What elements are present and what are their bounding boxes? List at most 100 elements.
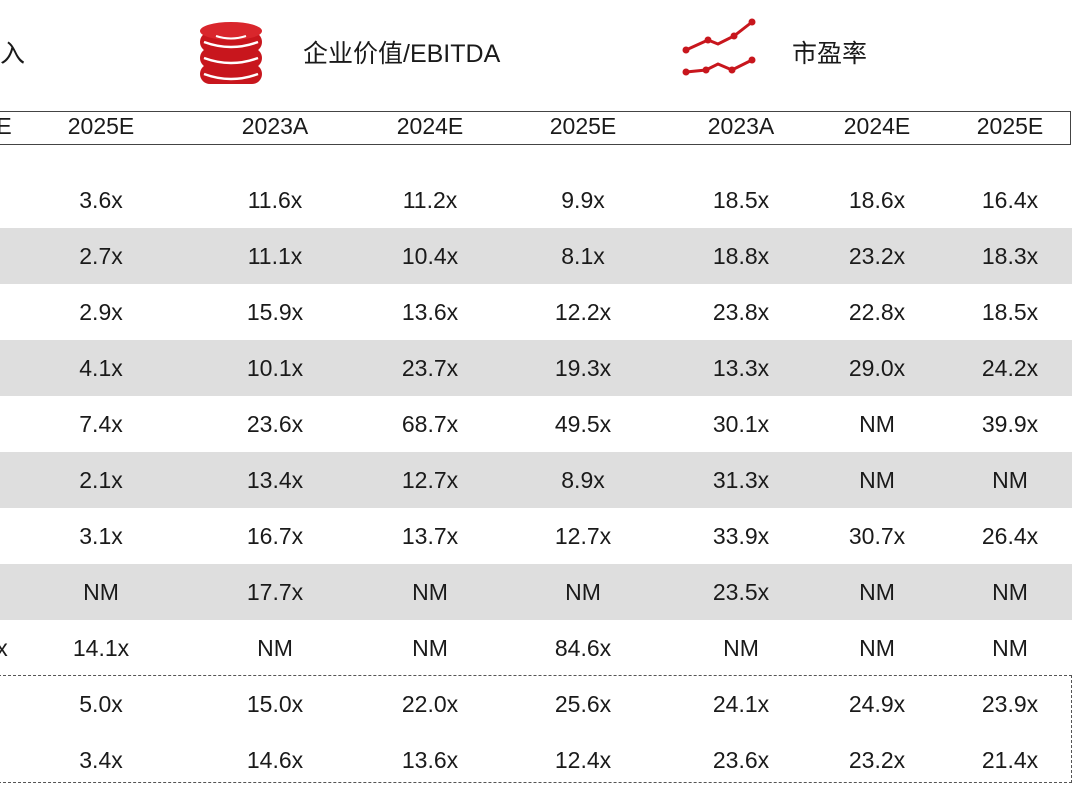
year-header: 2023A: [707, 113, 775, 139]
table-cell: NM: [859, 635, 895, 661]
table-cell: 18.5x: [712, 187, 770, 213]
table-cell: 18.3x: [981, 243, 1039, 269]
table-cell: NM: [565, 579, 601, 605]
table-cell: 9.9x: [561, 187, 605, 213]
table-cell: 13.6x: [401, 299, 459, 325]
table-cell: 12.2x: [554, 299, 612, 325]
table-row: 7.4x 23.6x 68.7x 49.5x 30.1x NM 39.9x: [0, 396, 1072, 452]
table-cell: NM: [992, 467, 1028, 493]
pe-label: 市盈率: [792, 40, 868, 68]
table-cell: 15.0x: [246, 691, 304, 717]
table-cell: 19.3x: [554, 355, 612, 381]
table-cell: 15.9x: [246, 299, 304, 325]
table-cell: 2.7x: [79, 243, 123, 269]
table-cell: 2.1x: [79, 467, 123, 493]
table-row: 2.1x 13.4x 12.7x 8.9x 31.3x NM NM: [0, 452, 1072, 508]
table-cell: 2.9x: [79, 299, 123, 325]
table-cell: 26.4x: [981, 523, 1039, 549]
table-cell: 49.5x: [554, 411, 612, 437]
table-cell: 5.0x: [79, 691, 123, 717]
table-cell: 22.8x: [848, 299, 906, 325]
line-chart-icon: [680, 16, 760, 80]
table-cell: 30.1x: [712, 411, 770, 437]
year-header-bar: [0, 111, 1071, 145]
table-cell: 12.7x: [554, 523, 612, 549]
table-cell: NM: [412, 635, 448, 661]
year-header: 2024E: [396, 113, 464, 139]
table-cell: 23.5x: [712, 579, 770, 605]
table-cell: 14.1x: [72, 635, 130, 661]
coin-stack-icon: [196, 18, 266, 88]
table-cell: 18.5x: [981, 299, 1039, 325]
table-cell: 24.1x: [712, 691, 770, 717]
table-row: 2.7x 11.1x 10.4x 8.1x 18.8x 23.2x 18.3x: [0, 228, 1072, 284]
table-row: 5.0x 15.0x 22.0x 25.6x 24.1x 24.9x 23.9x: [0, 676, 1072, 732]
table-cell: 8.9x: [561, 467, 605, 493]
table-row: 2.9x 15.9x 13.6x 12.2x 23.8x 22.8x 18.5x: [0, 284, 1072, 340]
table-cell: NM: [723, 635, 759, 661]
table-cell: NM: [859, 467, 895, 493]
table-cell: 12.4x: [554, 747, 612, 773]
table-cell: 13.6x: [401, 747, 459, 773]
table-cell: 4.1x: [79, 355, 123, 381]
table-cell: 17.7x: [246, 579, 304, 605]
row-label-fragment: x: [0, 635, 8, 661]
table-row: NM 17.7x NM NM 23.5x NM NM: [0, 564, 1072, 620]
table-cell: NM: [257, 635, 293, 661]
table-cell: 3.4x: [79, 747, 123, 773]
table-cell: NM: [412, 579, 448, 605]
table-cell: 23.7x: [401, 355, 459, 381]
table-row: 3.6x 11.6x 11.2x 9.9x 18.5x 18.6x 16.4x: [0, 172, 1072, 228]
table-cell: 23.6x: [246, 411, 304, 437]
table-cell: 14.6x: [246, 747, 304, 773]
table-cell: 24.2x: [981, 355, 1039, 381]
year-header: 2023A: [241, 113, 309, 139]
year-header: 2025E: [67, 113, 135, 139]
table-cell: 13.3x: [712, 355, 770, 381]
table-cell: 16.4x: [981, 187, 1039, 213]
table-row: 3.1x 16.7x 13.7x 12.7x 33.9x 30.7x 26.4x: [0, 508, 1072, 564]
year-header: 2024E: [843, 113, 911, 139]
table-cell: 13.7x: [401, 523, 459, 549]
table-cell: NM: [83, 579, 119, 605]
table-cell: 22.0x: [401, 691, 459, 717]
table-row: 4.1x 10.1x 23.7x 19.3x 13.3x 29.0x 24.2x: [0, 340, 1072, 396]
table-row: x 14.1x NM NM 84.6x NM NM NM: [0, 620, 1072, 676]
table-cell: 23.9x: [981, 691, 1039, 717]
table-cell: NM: [859, 411, 895, 437]
table-cell: 11.1x: [247, 243, 303, 269]
table-cell: 84.6x: [554, 635, 612, 661]
table-cell: 39.9x: [981, 411, 1039, 437]
table-cell: 10.1x: [246, 355, 304, 381]
table-cell: NM: [859, 579, 895, 605]
table-cell: 13.4x: [246, 467, 304, 493]
year-header: 2025E: [549, 113, 617, 139]
table-row: 3.4x 14.6x 13.6x 12.4x 23.6x 23.2x 21.4x: [0, 732, 1072, 788]
ev-ebitda-label: 企业价值/EBITDA: [303, 40, 501, 68]
table-cell: 31.3x: [712, 467, 770, 493]
year-header-fragment: E: [0, 113, 12, 139]
table-cell: 12.7x: [401, 467, 459, 493]
summary-dashed-box: [0, 675, 1072, 783]
table-cell: 23.6x: [712, 747, 770, 773]
table-cell: 24.9x: [848, 691, 906, 717]
table-cell: 33.9x: [712, 523, 770, 549]
table-cell: 7.4x: [79, 411, 123, 437]
table-cell: 30.7x: [848, 523, 906, 549]
table-cell: 8.1x: [561, 243, 605, 269]
table-cell: 11.2x: [402, 187, 458, 213]
table-cell: 18.8x: [712, 243, 770, 269]
table-cell: 25.6x: [554, 691, 612, 717]
table-cell: 29.0x: [848, 355, 906, 381]
table-cell: 23.2x: [848, 243, 906, 269]
table-cell: NM: [992, 635, 1028, 661]
table-cell: 3.1x: [79, 523, 123, 549]
year-header: 2025E: [976, 113, 1044, 139]
header-left-fragment: 入: [0, 40, 26, 68]
table-cell: 11.6x: [247, 187, 303, 213]
table-cell: 23.8x: [712, 299, 770, 325]
table-cell: 3.6x: [79, 187, 123, 213]
table-cell: 18.6x: [848, 187, 906, 213]
table-cell: 21.4x: [981, 747, 1039, 773]
table-cell: 10.4x: [401, 243, 459, 269]
